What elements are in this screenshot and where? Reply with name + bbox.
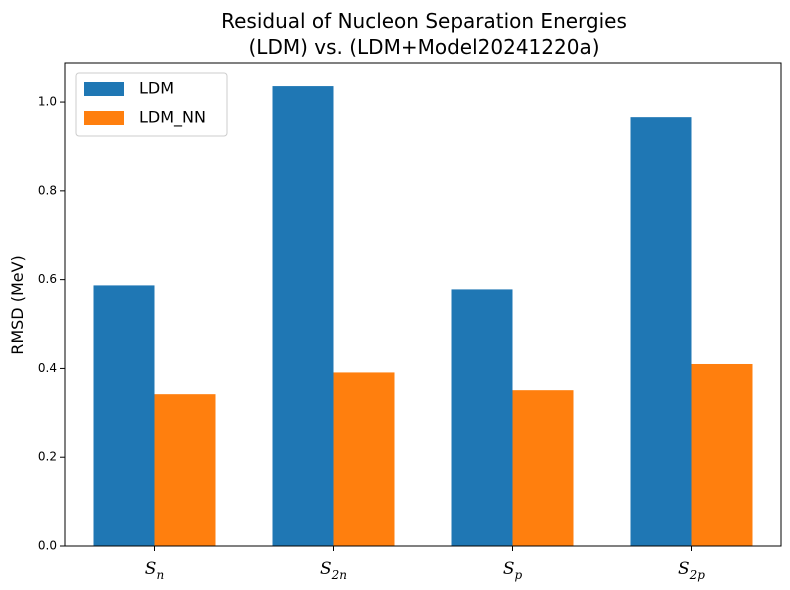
legend-swatch-1 [84, 111, 124, 125]
y-tick-label-0: 0.0 [38, 539, 57, 553]
legend-swatch-0 [84, 82, 124, 96]
legend-label-1: LDM_NN [139, 108, 206, 128]
chart-title-line-2: (LDM) vs. (LDM+Model20241220a) [249, 35, 600, 59]
chart-title-line-1: Residual of Nucleon Separation Energies [221, 9, 627, 33]
legend: LDM LDM_NN [75, 72, 228, 137]
bar-ldm-nn-2 [512, 390, 574, 546]
bars-group [93, 86, 753, 547]
x-tick-label-1: S2n [320, 559, 347, 582]
bar-ldm-3 [630, 117, 692, 547]
x-tick-label-2: Sp [503, 559, 523, 582]
legend-label-0: LDM [139, 79, 174, 98]
bar-ldm-2 [451, 289, 513, 546]
bar-ldm-nn-0 [154, 394, 216, 546]
y-ticks-group: 0.0 0.2 0.4 0.6 0.8 1.0 [38, 95, 65, 553]
y-tick-label-4: 0.8 [38, 183, 57, 197]
bar-ldm-nn-3 [691, 363, 753, 546]
bar-ldm-1 [272, 86, 334, 546]
x-tick-label-0: Sn [145, 559, 164, 582]
y-tick-label-2: 0.4 [38, 361, 57, 375]
x-ticks-group: Sn S2n Sp S2p [145, 546, 705, 582]
y-tick-label-1: 0.2 [38, 450, 57, 464]
y-tick-label-5: 1.0 [38, 95, 57, 109]
bar-ldm-0 [93, 285, 155, 546]
y-tick-label-3: 0.6 [38, 272, 57, 286]
x-tick-label-3: S2p [678, 559, 705, 582]
y-axis-label: RMSD (MeV) [8, 255, 27, 355]
plot-frame [64, 62, 782, 547]
bar-ldm-nn-1 [333, 372, 395, 546]
